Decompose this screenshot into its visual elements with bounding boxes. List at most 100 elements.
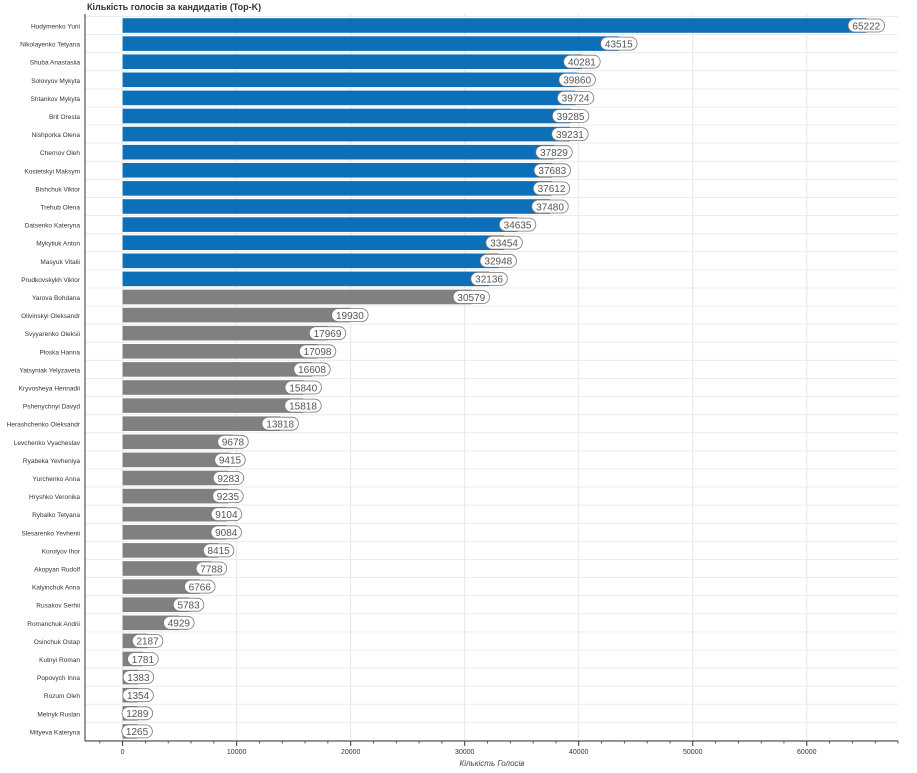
value-label-box bbox=[470, 271, 508, 286]
value-label-box bbox=[531, 199, 569, 214]
value-label: 15818 bbox=[289, 401, 317, 412]
bar bbox=[122, 181, 552, 196]
bar bbox=[122, 108, 571, 124]
bar bbox=[122, 18, 867, 33]
value-label-box bbox=[131, 634, 164, 648]
y-tick-label: Korolyov Ihor bbox=[42, 548, 81, 555]
x-tick-label: 30000 bbox=[455, 749, 475, 756]
value-label-box bbox=[284, 398, 322, 413]
bar bbox=[122, 271, 490, 287]
value-label: 43515 bbox=[605, 39, 633, 50]
value-label-box bbox=[217, 434, 249, 449]
value-label: 2187 bbox=[136, 637, 159, 648]
y-tick-label: Kalyinchuk Anna bbox=[32, 585, 80, 592]
value-label-box bbox=[847, 18, 885, 33]
value-label: 4929 bbox=[168, 619, 191, 630]
y-tick-label: Osinchuk Ostap bbox=[34, 639, 81, 646]
value-label: 9104 bbox=[215, 510, 238, 521]
value-label: 17969 bbox=[314, 329, 342, 340]
value-label-box bbox=[172, 597, 205, 612]
y-tick-label: Prudkovskykh Viktor bbox=[21, 277, 81, 284]
value-label-box bbox=[293, 362, 331, 377]
y-tick-label: Ryabeka Yevheniya bbox=[23, 458, 80, 465]
value-label-box bbox=[202, 543, 235, 558]
x-tick-label: 20000 bbox=[341, 749, 361, 756]
x-tick-label: 0 bbox=[121, 749, 125, 756]
bar bbox=[122, 597, 189, 612]
bar bbox=[122, 90, 576, 106]
y-tick-label: Mityeva Kateryna bbox=[30, 729, 81, 736]
value-label-box bbox=[210, 507, 243, 522]
value-label-box bbox=[479, 253, 517, 268]
value-label-box bbox=[127, 652, 159, 666]
value-label: 30579 bbox=[457, 293, 485, 304]
y-tick-label: Melnyk Ruslan bbox=[37, 711, 80, 718]
value-label: 7788 bbox=[200, 564, 223, 575]
value-label: 16608 bbox=[298, 365, 326, 376]
y-tick-label: Nikolayenko Tetyana bbox=[20, 42, 80, 49]
bar bbox=[122, 199, 550, 214]
bar bbox=[122, 452, 230, 468]
y-tick-label: Slesarenko Yevhenii bbox=[21, 530, 80, 537]
y-tick-label: Svyyarenko Oleksii bbox=[25, 331, 80, 338]
y-tick-label: Shtankov Mykyta bbox=[31, 96, 81, 103]
bar bbox=[122, 543, 219, 558]
value-label-box bbox=[121, 706, 154, 721]
value-label: 39231 bbox=[556, 130, 584, 141]
value-label-box bbox=[551, 109, 590, 123]
value-label-box bbox=[298, 344, 337, 359]
bar bbox=[122, 126, 570, 142]
bar bbox=[122, 416, 281, 431]
bar bbox=[122, 144, 554, 160]
value-label: 32136 bbox=[475, 275, 503, 286]
value-label-box bbox=[308, 326, 347, 341]
y-tick-label: Rybalko Tetyana bbox=[32, 512, 80, 519]
value-label-box bbox=[600, 36, 638, 51]
bar bbox=[122, 380, 304, 395]
bar bbox=[122, 325, 328, 341]
y-tick-label: Yurchenko Anna bbox=[33, 476, 81, 483]
y-tick-label: Datsenko Kateryna bbox=[25, 223, 81, 230]
y-tick-label: Chernov Oleh bbox=[40, 150, 80, 157]
y-tick-label: Brit Oresta bbox=[49, 114, 80, 121]
y-tick-label: Bishchuk Viktor bbox=[35, 186, 81, 193]
value-label-box bbox=[535, 145, 573, 160]
value-label: 32948 bbox=[484, 257, 512, 268]
x-tick-label: 60000 bbox=[797, 749, 817, 756]
value-label: 8415 bbox=[207, 546, 230, 557]
value-label: 17098 bbox=[304, 347, 332, 358]
value-label-box bbox=[556, 91, 595, 105]
value-label: 37612 bbox=[538, 184, 566, 195]
y-tick-label: Popovych Inna bbox=[37, 675, 80, 682]
y-tick-label: Ploska Hanna bbox=[40, 349, 81, 356]
bar bbox=[122, 579, 200, 594]
bar bbox=[122, 488, 228, 504]
value-label-box bbox=[558, 72, 596, 87]
value-label-box bbox=[485, 235, 523, 250]
value-label: 9415 bbox=[219, 456, 242, 467]
value-label: 9283 bbox=[217, 474, 240, 485]
value-label-box bbox=[184, 579, 216, 594]
value-label-box bbox=[210, 525, 242, 540]
x-tick-label: 40000 bbox=[569, 749, 589, 756]
value-label: 9678 bbox=[222, 438, 245, 449]
y-tick-label: Hryshko Veronika bbox=[29, 494, 80, 501]
bar bbox=[122, 525, 227, 540]
chart-title: Кількість голосів за кандидатів (Top-K) bbox=[87, 2, 262, 12]
value-label: 65222 bbox=[852, 21, 880, 32]
x-axis-title: Кількість Голосів bbox=[460, 759, 525, 768]
value-label: 39860 bbox=[563, 76, 591, 87]
y-tick-label: Rusakov Serhii bbox=[36, 603, 80, 610]
bar bbox=[122, 72, 578, 88]
value-label: 33454 bbox=[490, 239, 518, 250]
value-label: 37480 bbox=[536, 202, 564, 213]
value-label: 37829 bbox=[540, 148, 568, 159]
y-tick-label: Rozum Oleh bbox=[44, 693, 81, 700]
y-tick-label: Levchenko Vyacheslav bbox=[14, 440, 81, 447]
bar bbox=[122, 253, 499, 269]
bar bbox=[122, 235, 505, 250]
value-label-box bbox=[122, 688, 154, 703]
y-tick-label: Olivinskyi Oleksandr bbox=[21, 313, 81, 320]
value-label-box bbox=[331, 308, 369, 323]
